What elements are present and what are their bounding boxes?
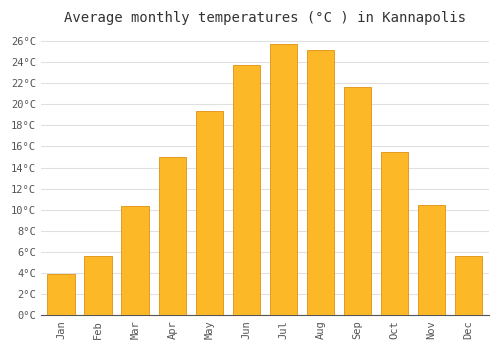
- Bar: [232, 65, 260, 315]
- Bar: [158, 157, 186, 315]
- Bar: [454, 256, 482, 315]
- Bar: [122, 205, 149, 315]
- Bar: [196, 111, 224, 315]
- Bar: [380, 152, 408, 315]
- Bar: [306, 50, 334, 315]
- Bar: [84, 256, 112, 315]
- Bar: [48, 274, 75, 315]
- Bar: [418, 204, 446, 315]
- Bar: [270, 44, 297, 315]
- Bar: [344, 88, 371, 315]
- Title: Average monthly temperatures (°C ) in Kannapolis: Average monthly temperatures (°C ) in Ka…: [64, 11, 466, 25]
